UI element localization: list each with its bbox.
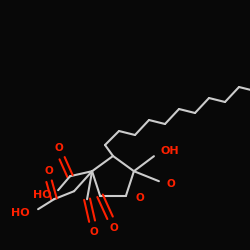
Text: O: O [110,223,118,233]
Text: HO: HO [11,208,30,218]
Text: OH: OH [160,146,179,156]
Text: O: O [166,179,175,189]
Text: O: O [90,227,98,237]
Text: HO: HO [33,190,52,200]
Text: O: O [45,166,54,176]
Text: O: O [55,143,64,153]
Text: O: O [136,193,144,203]
